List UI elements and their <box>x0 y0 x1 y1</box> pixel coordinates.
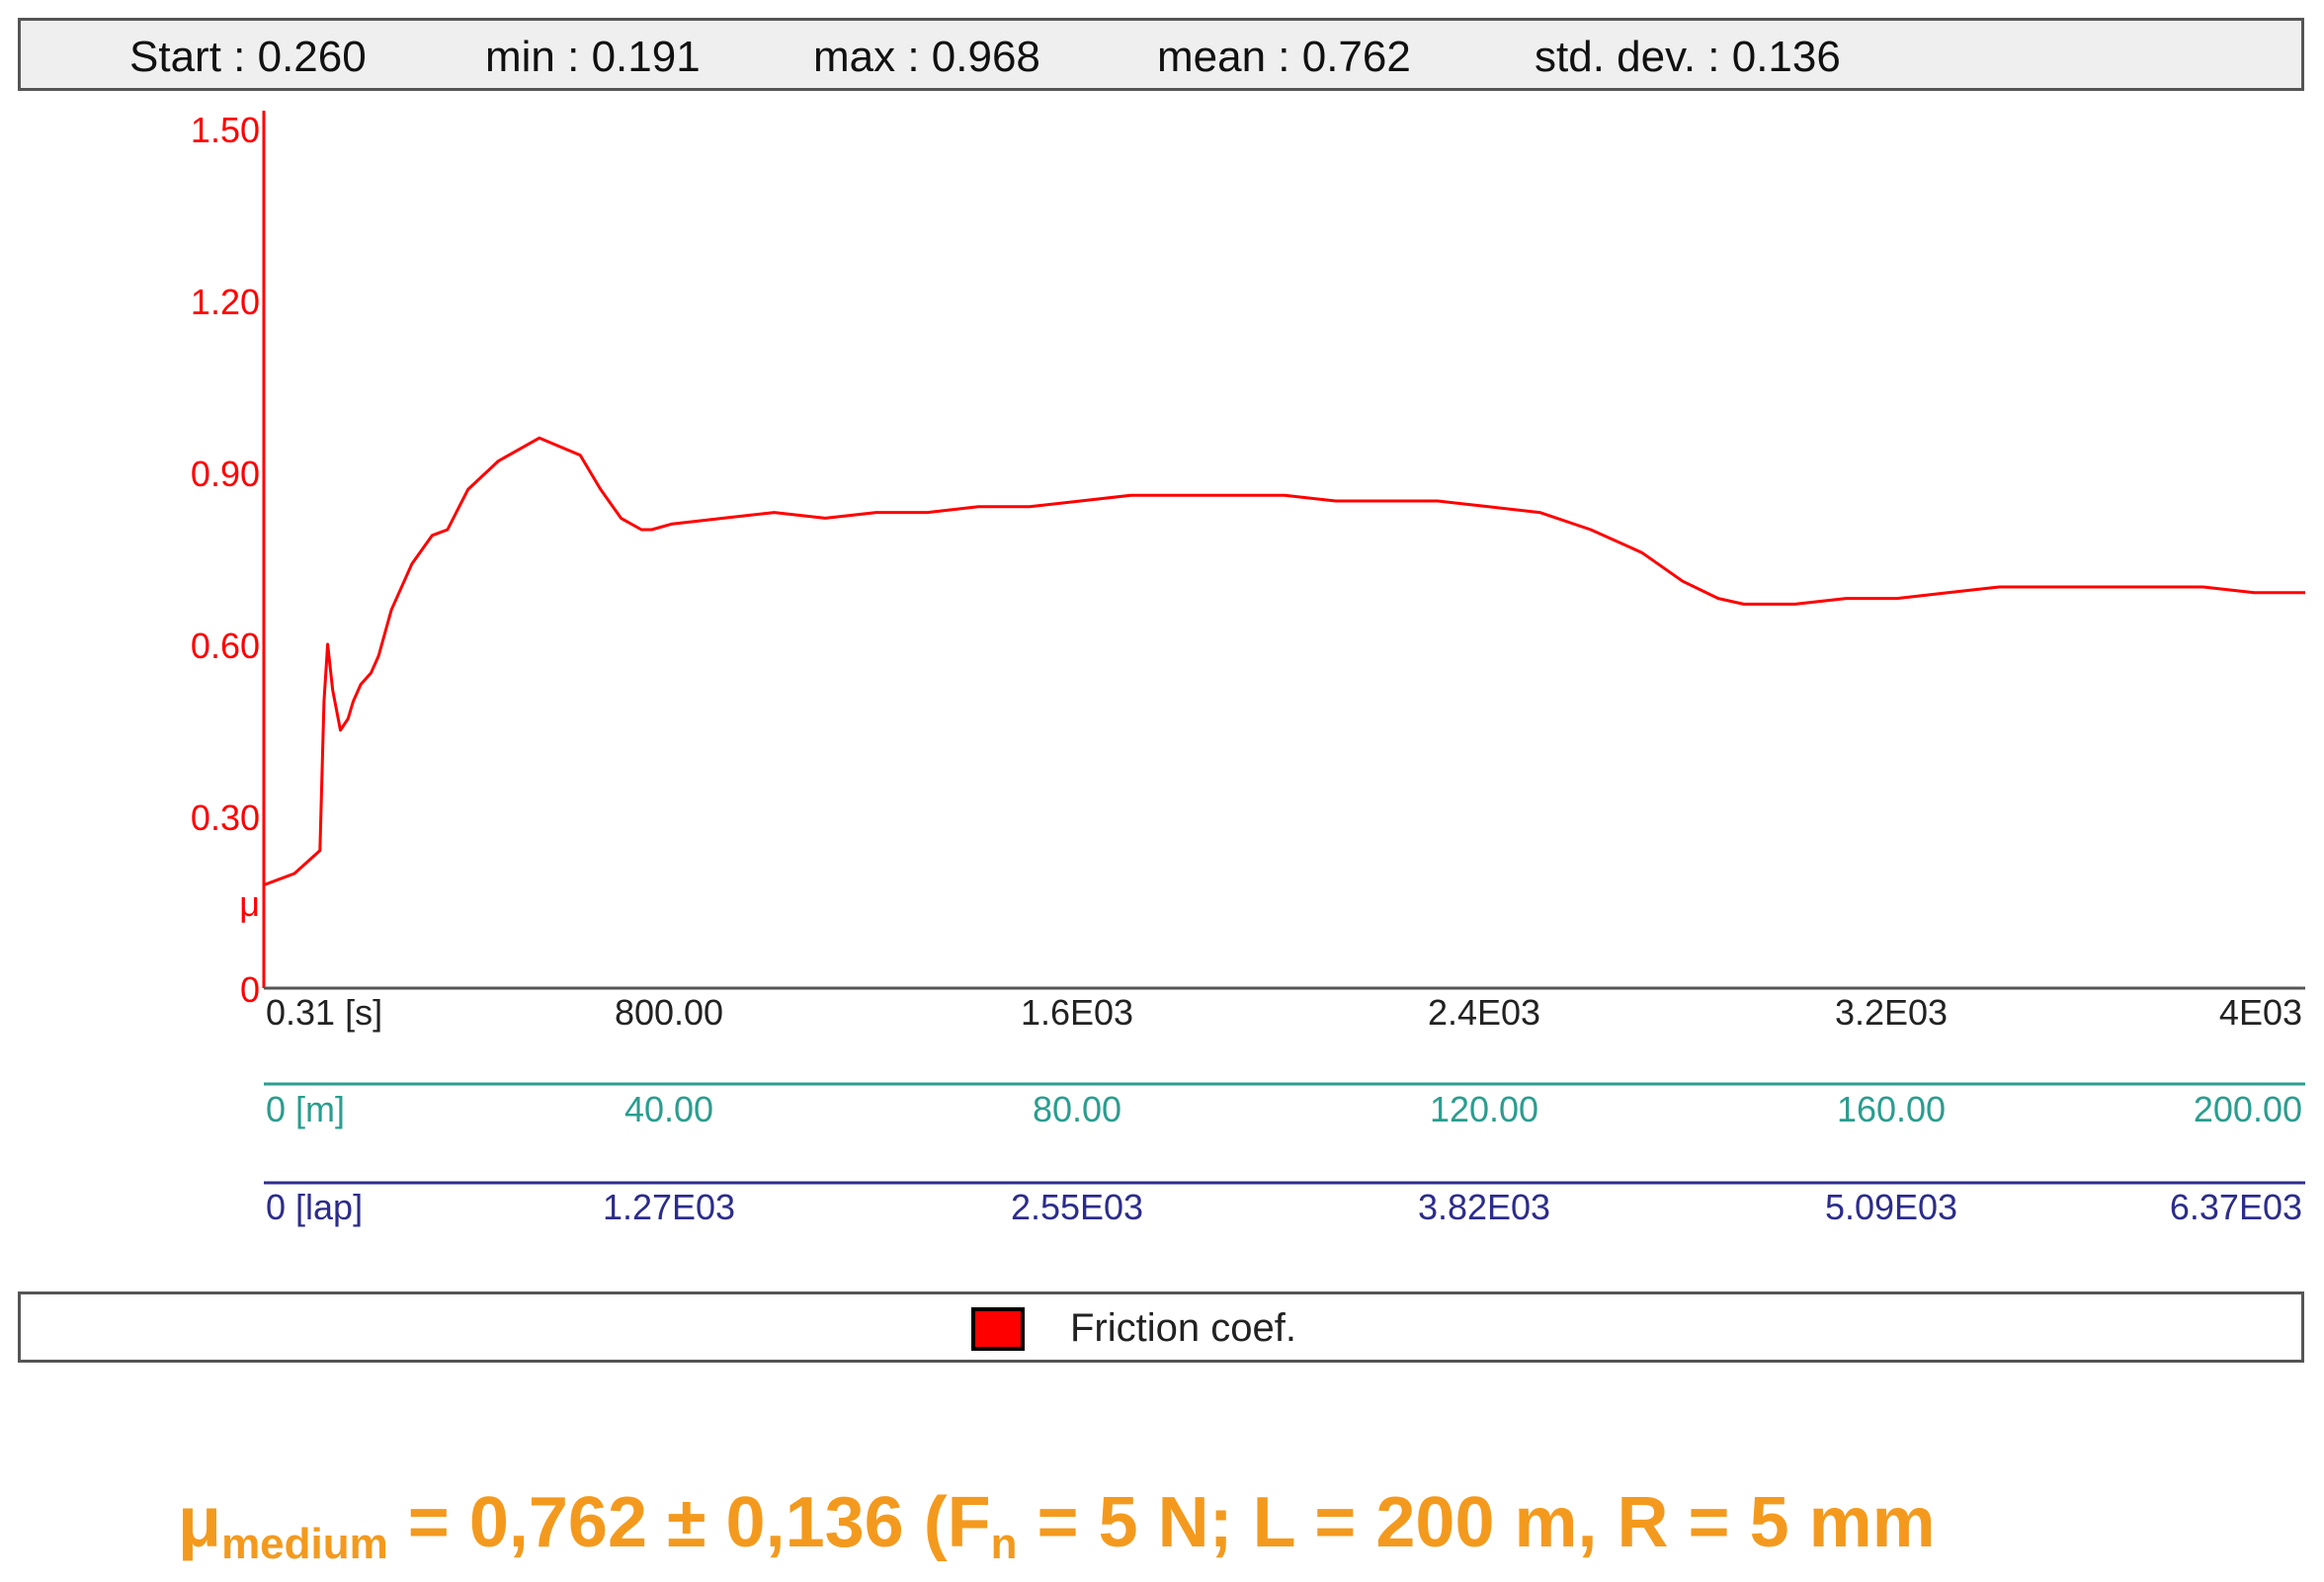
legend-swatch <box>971 1307 1025 1351</box>
series-line-friction-coef <box>263 436 2305 887</box>
lap-tick-label: 1.27E03 <box>603 1187 735 1227</box>
stat-std-dev: std. dev. : 0.136 <box>1535 33 1841 81</box>
y-axis-label: μ <box>239 883 260 924</box>
y-tick-label: 0.90 <box>191 454 260 494</box>
stat-min: min : 0.191 <box>485 33 701 81</box>
stats-bar: Start : 0.260 min : 0.191 max : 0.968 me… <box>18 18 2304 91</box>
distance-tick-label: 200.00 <box>2194 1089 2302 1129</box>
time-tick-label: 1.6E03 <box>1021 992 1133 1033</box>
lap-tick-label: 2.55E03 <box>1011 1187 1143 1227</box>
series-group <box>263 436 2305 887</box>
time-tick-label: 3.2E03 <box>1835 992 1948 1033</box>
formula-n-subscript: n <box>990 1520 1018 1568</box>
distance-tick-label: 40.00 <box>624 1089 713 1129</box>
formula-values: = 0,762 ± 0,136 (F <box>387 1483 991 1562</box>
time-tick-label: 2.4E03 <box>1428 992 1540 1033</box>
stat-max: max : 0.968 <box>813 33 1040 81</box>
x-axes: 0.31 [s] 800.00 1.6E03 2.4E03 3.2E03 4E03 0 [m… <box>264 986 2305 1227</box>
formula-mu-subscript: medium <box>221 1520 388 1568</box>
stat-mean: mean : 0.762 <box>1157 33 1411 81</box>
y-tick-label: 1.20 <box>191 282 260 322</box>
time-tick-label: 800.00 <box>615 992 723 1033</box>
distance-tick-label: 0 [m] <box>266 1089 345 1129</box>
y-axis: 0 0.30 0.60 0.90 1.20 1.50 μ <box>191 110 266 1010</box>
distance-tick-label: 160.00 <box>1837 1089 1946 1129</box>
distance-tick-label: 80.00 <box>1033 1089 1121 1129</box>
lap-tick-label: 3.82E03 <box>1418 1187 1550 1227</box>
distance-tick-label: 120.00 <box>1430 1089 1538 1129</box>
y-tick-label: 0.30 <box>191 797 260 838</box>
stat-start: Start : 0.260 <box>129 33 367 81</box>
legend-label: Friction coef. <box>1070 1306 1296 1350</box>
friction-chart: 0 0.30 0.60 0.90 1.20 1.50 μ 0.31 [s] 800.00 1.6… <box>191 110 2305 1227</box>
formula-mu: μ <box>178 1483 222 1562</box>
lap-tick-label: 0 [lap] <box>266 1187 363 1227</box>
lap-tick-label: 5.09E03 <box>1825 1187 1957 1227</box>
y-tick-label: 0 <box>240 969 260 1010</box>
time-tick-label: 0.31 [s] <box>266 992 382 1033</box>
legend: Friction coef. <box>18 1291 2304 1363</box>
lap-tick-label: 6.37E03 <box>2170 1187 2302 1227</box>
formula-params: = 5 N; L = 200 m, R = 5 mm <box>1017 1483 1936 1562</box>
y-tick-label: 1.50 <box>191 110 260 150</box>
formula-caption: μmedium = 0,762 ± 0,136 (Fn = 5 N; L = 2… <box>178 1482 1936 1569</box>
y-tick-label: 0.60 <box>191 625 260 666</box>
time-tick-label: 4E03 <box>2219 992 2302 1033</box>
